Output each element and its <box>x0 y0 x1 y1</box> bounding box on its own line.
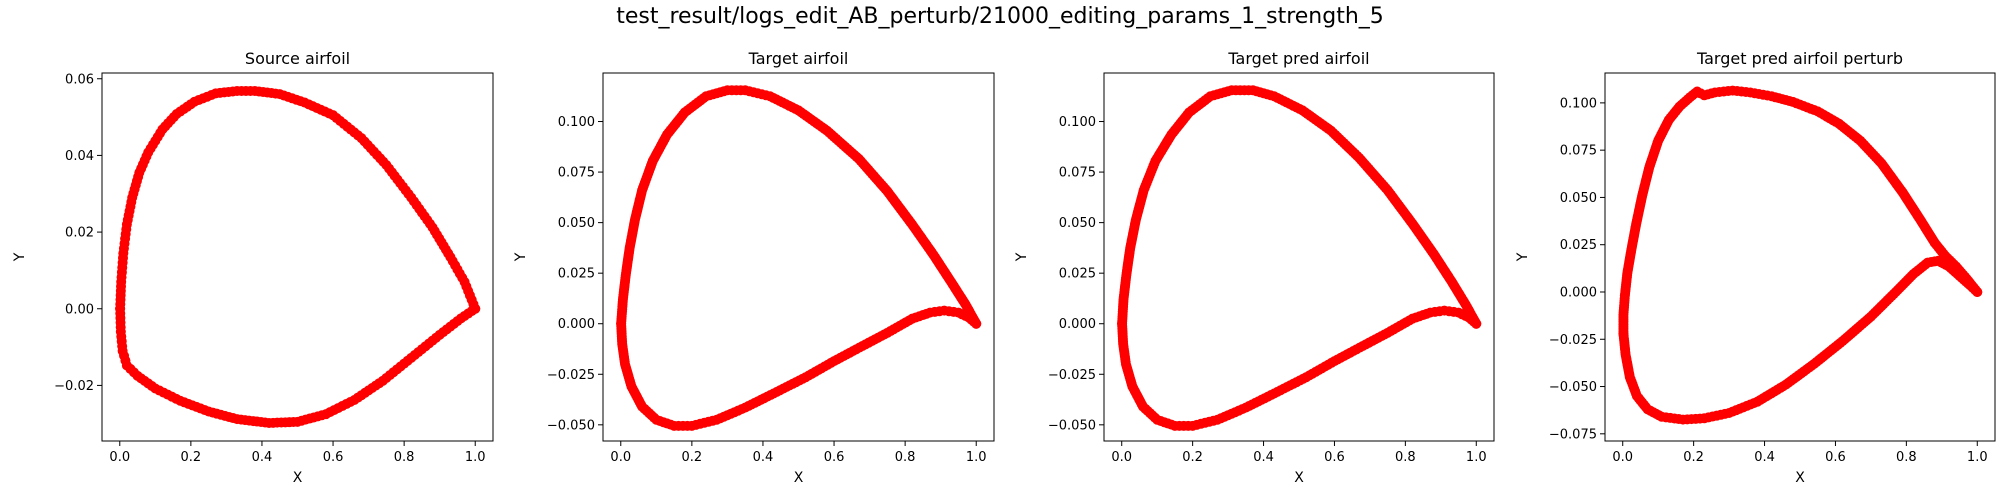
subplot-4: Target pred airfoil perturb 0.0 0.2 0.4 0.6 0… <box>1515 49 1996 486</box>
y-tick-label: 0.050 <box>1059 216 1096 231</box>
subplot-title: Target airfoil <box>748 49 849 68</box>
y-tick-label: −0.050 <box>1048 418 1096 433</box>
axes-frame <box>1103 72 1495 442</box>
x-tick-label: 1.0 <box>966 450 987 465</box>
x-tick-label: 0.0 <box>1111 450 1132 465</box>
x-tick-label: 0.2 <box>1683 450 1704 465</box>
y-tick-label: 0.000 <box>1059 317 1096 332</box>
subplot-title: Target pred airfoil <box>1227 49 1369 68</box>
y-tick-label: 0.06 <box>65 72 94 87</box>
data-point <box>971 318 982 329</box>
x-tick-label: 0.2 <box>181 450 202 465</box>
y-axis-label: Y <box>1515 252 1531 262</box>
subplot-2: Target airfoil 0.0 0.2 0.4 0.6 0.8 1.0 −0.050 −0… <box>513 49 995 486</box>
y-tick-label: 0.025 <box>558 267 595 282</box>
y-tick-label: −0.050 <box>1549 380 1597 395</box>
x-tick-label: 0.8 <box>1395 450 1416 465</box>
x-axis-label: X <box>1795 470 1805 486</box>
x-axis-label: X <box>794 470 804 486</box>
x-tick-label: 0.0 <box>610 450 631 465</box>
x-tick-label: 0.8 <box>895 450 916 465</box>
subplot-3: Target pred airfoil 0.0 0.2 0.4 0.6 0.8 1.0 −0.… <box>1014 49 1495 486</box>
x-tick-label: 0.6 <box>1825 450 1846 465</box>
y-tick-label: 0.04 <box>65 149 94 164</box>
y-tick-label: 0.050 <box>1560 191 1597 206</box>
x-tick-label: 0.4 <box>1253 450 1274 465</box>
y-tick-label: 0.075 <box>1059 166 1096 181</box>
x-tick-label: 1.0 <box>465 450 486 465</box>
y-tick-label: 0.075 <box>558 166 595 181</box>
x-tick-label: 1.0 <box>1466 450 1487 465</box>
y-tick-label: 0.100 <box>558 115 595 130</box>
x-tick-label: 0.4 <box>252 450 273 465</box>
x-axis-label: X <box>1294 470 1304 486</box>
subplot-title: Target pred airfoil perturb <box>1696 49 1903 68</box>
axes-frame <box>602 72 995 442</box>
y-tick-label: −0.050 <box>547 418 595 433</box>
axes-frame <box>101 72 494 442</box>
y-tick-label: −0.02 <box>54 379 94 394</box>
y-tick-label: −0.025 <box>1549 333 1597 348</box>
y-tick-label: 0.00 <box>65 302 94 317</box>
x-axis-label: X <box>293 470 303 486</box>
x-tick-label: 0.4 <box>1754 450 1775 465</box>
y-tick-label: −0.025 <box>547 368 595 383</box>
data-point <box>470 303 481 314</box>
x-tick-label: 1.0 <box>1967 450 1988 465</box>
y-tick-label: 0.02 <box>65 226 94 241</box>
axes-frame <box>1604 72 1996 442</box>
x-tick-label: 0.8 <box>394 450 415 465</box>
x-tick-label: 0.0 <box>1612 450 1633 465</box>
x-tick-label: 0.2 <box>1182 450 1203 465</box>
x-tick-label: 0.6 <box>824 450 845 465</box>
x-tick-label: 0.6 <box>1324 450 1345 465</box>
y-tick-label: 0.025 <box>1560 238 1597 253</box>
y-tick-label: −0.075 <box>1549 427 1597 442</box>
x-tick-label: 0.6 <box>323 450 344 465</box>
y-tick-label: 0.100 <box>1560 96 1597 111</box>
y-axis-label: Y <box>1014 252 1030 262</box>
subplot-title: Source airfoil <box>245 49 350 68</box>
x-tick-label: 0.0 <box>109 450 130 465</box>
y-tick-label: 0.000 <box>558 317 595 332</box>
figure-suptitle: test_result/logs_edit_AB_perturb/21000_e… <box>616 4 1384 29</box>
y-axis-label: Y <box>12 252 28 262</box>
y-tick-label: 0.000 <box>1560 285 1597 300</box>
data-point <box>1972 286 1983 297</box>
x-tick-label: 0.4 <box>753 450 774 465</box>
subplot-1: Source airfoil 0.0 0.2 0.4 0.6 0.8 1.0 −0.02 0.0… <box>12 49 494 486</box>
y-tick-label: 0.050 <box>558 216 595 231</box>
y-axis-label: Y <box>513 252 529 262</box>
y-tick-label: −0.025 <box>1048 368 1096 383</box>
y-tick-label: 0.100 <box>1059 115 1096 130</box>
x-tick-label: 0.2 <box>682 450 703 465</box>
y-tick-label: 0.025 <box>1059 267 1096 282</box>
x-tick-label: 0.8 <box>1896 450 1917 465</box>
y-tick-label: 0.075 <box>1560 144 1597 159</box>
data-point <box>1471 318 1482 329</box>
